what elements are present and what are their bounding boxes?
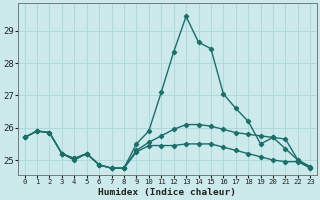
X-axis label: Humidex (Indice chaleur): Humidex (Indice chaleur) [99, 188, 236, 197]
